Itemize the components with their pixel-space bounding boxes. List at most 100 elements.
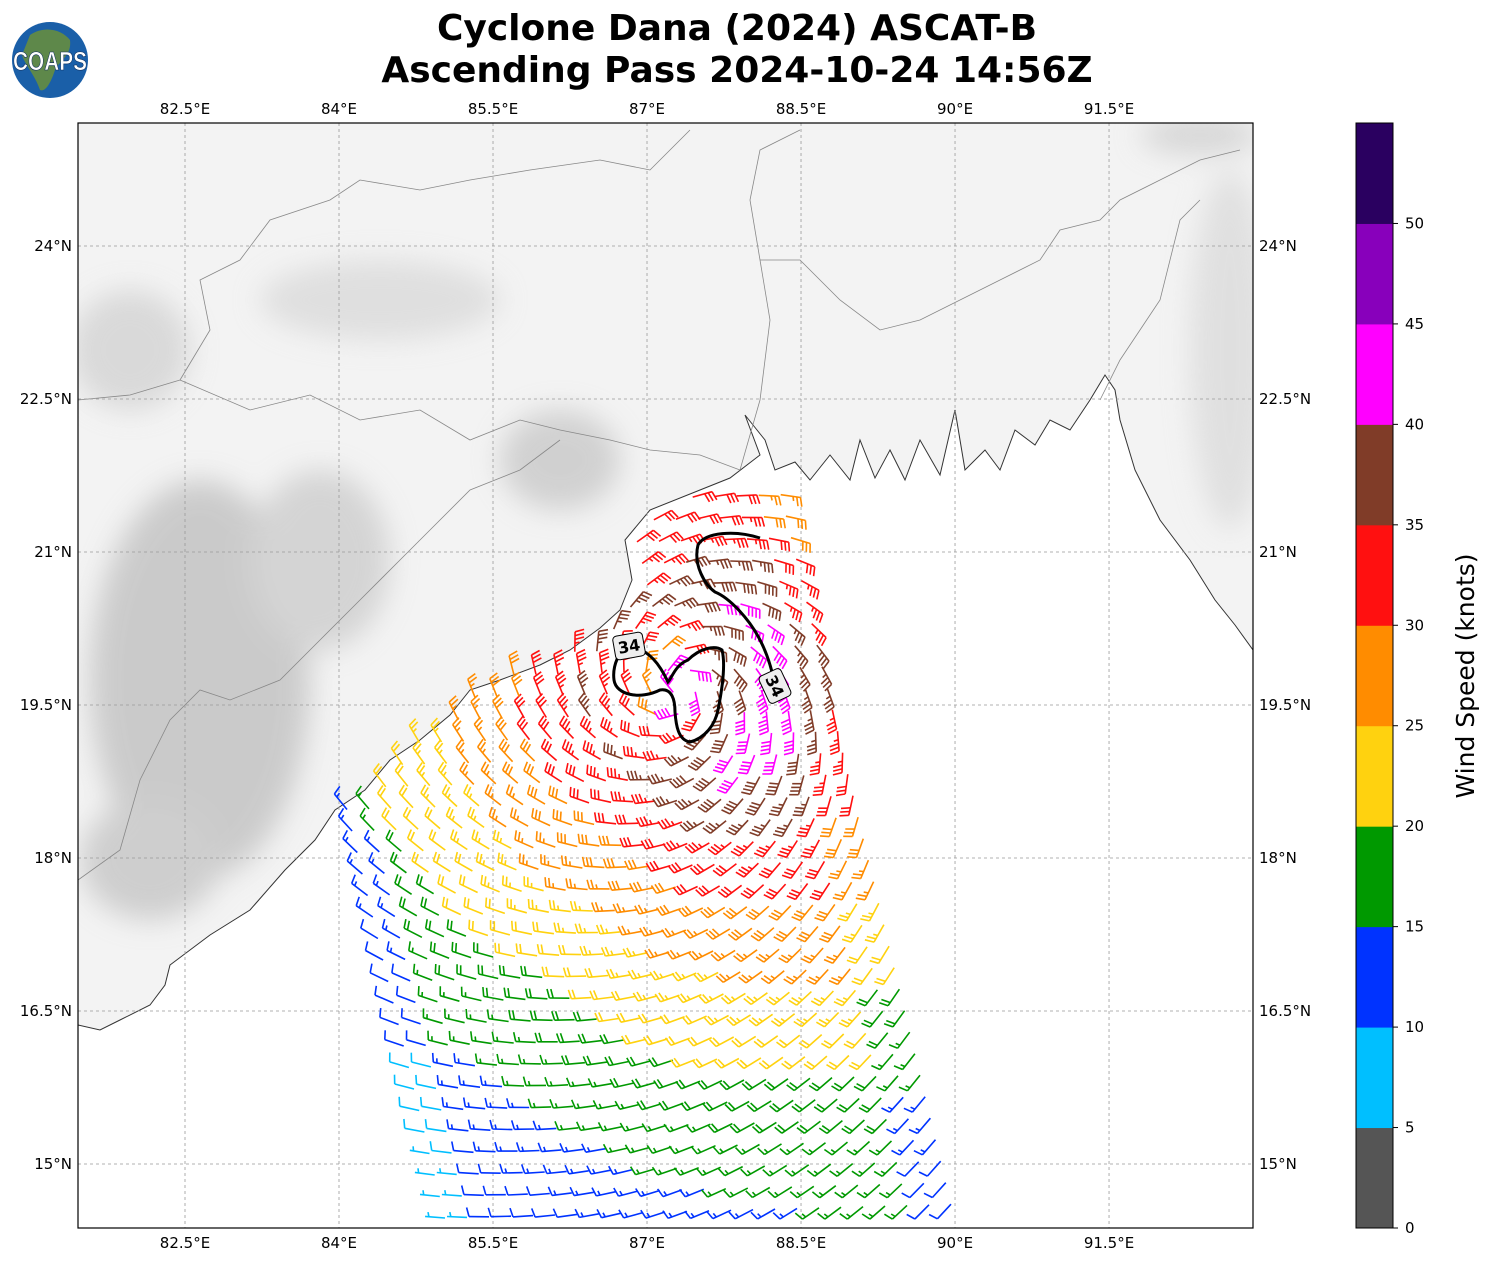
wind-barb [389, 851, 407, 874]
wind-barb [680, 1101, 706, 1112]
wind-barb [610, 990, 636, 1001]
wind-barb [491, 1031, 514, 1044]
wind-barb [674, 798, 700, 811]
wind-barb [589, 990, 614, 1001]
wind-barb [626, 1056, 652, 1067]
wind-barb [455, 1163, 479, 1175]
wind-barb [641, 551, 667, 565]
wind-barb [489, 1119, 513, 1131]
wind-barb [856, 989, 879, 1007]
wind-barb [642, 1035, 668, 1046]
wind-barb [697, 1079, 723, 1090]
wind-barb [619, 1122, 645, 1132]
wind-barb [474, 1053, 497, 1066]
wind-barb [637, 696, 657, 716]
wind-barb [831, 1076, 855, 1092]
lat-label: 19.5°N [1259, 696, 1311, 714]
wind-barb [779, 1142, 804, 1156]
wind-barb [676, 993, 702, 1004]
wind-barb [869, 945, 890, 965]
wind-barb [816, 644, 830, 669]
wind-barb [501, 875, 522, 893]
wind-barb [686, 1036, 713, 1047]
wind-barb [701, 625, 725, 636]
wind-barb [544, 761, 563, 783]
colorbar: 0 5 10 15 20 25 30 35 40 45 50 [1355, 122, 1424, 1237]
wind-barb [683, 928, 709, 939]
wind-barb [569, 900, 593, 912]
wind-barb [590, 788, 612, 804]
wind-barb [883, 1204, 908, 1220]
wind-barb [784, 1164, 810, 1177]
wind-barb [681, 1014, 707, 1025]
wind-barb [689, 669, 712, 683]
wind-barb [485, 897, 506, 915]
wind-barb [346, 852, 363, 875]
wind-barb [609, 1077, 635, 1089]
wind-barb [835, 774, 849, 797]
wind-barb [769, 1099, 794, 1113]
wind-barb [523, 876, 544, 892]
wind-barb [763, 1078, 789, 1091]
wind-barb [750, 646, 768, 669]
wind-barb [768, 537, 791, 552]
wind-barb [532, 1120, 557, 1131]
wind-barb [542, 1164, 567, 1175]
wind-barb [514, 830, 534, 849]
wind-barb [559, 715, 575, 739]
wind-barb [612, 903, 637, 914]
wind-barb [689, 863, 715, 876]
wind-barb [750, 1208, 776, 1220]
wind-barb [492, 694, 504, 720]
wind-barb [617, 925, 643, 936]
wind-barb [823, 946, 846, 964]
wind-barb [692, 1058, 718, 1069]
wind-barb [403, 1118, 425, 1133]
wind-barb [809, 753, 822, 776]
wind-barb [420, 784, 436, 808]
wind-barb [605, 968, 631, 979]
wind-barb [424, 1119, 447, 1133]
wind-barb [556, 832, 578, 848]
wind-barb [513, 693, 526, 719]
wind-barb [791, 904, 814, 922]
wind-barb [846, 946, 868, 965]
wind-barb [405, 1030, 426, 1047]
wind-barb [839, 1205, 864, 1220]
wind-barb [640, 838, 666, 850]
wind-barb [408, 718, 421, 744]
wind-barb [803, 1055, 828, 1070]
lon-label: 91.5°E [1084, 100, 1134, 118]
wind-barb [511, 920, 533, 936]
wind-barb [554, 670, 567, 696]
colorbar-tick-label: 10 [1405, 1018, 1424, 1036]
lat-label: 24°N [1259, 237, 1297, 255]
wind-barb [406, 829, 424, 852]
wind-barb [700, 1187, 727, 1198]
wind-barb [419, 1096, 442, 1111]
wind-barb [524, 988, 548, 1000]
wind-barb [712, 863, 737, 877]
wind-barb [751, 1121, 777, 1134]
wind-barb [360, 918, 379, 940]
wind-barb [636, 529, 662, 543]
contour-34kt [612, 531, 777, 744]
wind-barb [372, 763, 387, 788]
wind-barb [752, 559, 774, 574]
wind-barb [883, 1010, 906, 1028]
wind-barb [553, 922, 576, 934]
lat-label: 22.5°N [20, 390, 72, 408]
wind-barb [624, 1144, 650, 1154]
wind-barb [470, 1031, 492, 1045]
svg-text:COAPS: COAPS [13, 46, 87, 76]
wind-barb [664, 1036, 690, 1047]
wind-barb [598, 648, 610, 673]
wind-barb [721, 798, 744, 815]
wind-barb [634, 904, 659, 915]
wind-barb [724, 1100, 750, 1112]
wind-barb [763, 883, 787, 900]
wind-barb [891, 1139, 915, 1156]
wind-barb [398, 784, 414, 809]
wind-barb [896, 1161, 920, 1177]
